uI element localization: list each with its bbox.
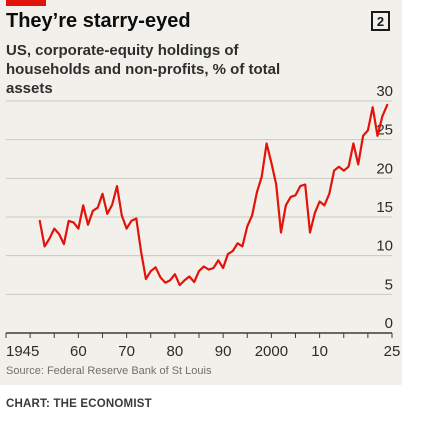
- x-tick-label: 60: [70, 343, 87, 360]
- x-tick-label: 1945: [6, 343, 39, 360]
- x-tick-label: 70: [118, 343, 135, 360]
- series-line: [38, 103, 389, 287]
- y-tick-label: 15: [376, 199, 393, 216]
- chart-number-badge: 2: [371, 11, 390, 31]
- chart-credit: CHART: THE ECONOMIST: [6, 398, 152, 410]
- chart-subtitle: US, corporate-equity holdings of househo…: [6, 42, 281, 97]
- x-tick-label: 2000: [255, 343, 288, 360]
- x-tick-label: 90: [215, 343, 232, 360]
- chart-title: They’re starry-eyed: [6, 10, 191, 32]
- y-tick-label: 20: [376, 160, 393, 177]
- x-tick-label: 25: [384, 343, 401, 360]
- chart-panel: [0, 0, 402, 385]
- brand-red-bar: [6, 0, 46, 6]
- y-tick-label: 0: [385, 315, 393, 332]
- y-tick-label: 10: [376, 238, 393, 255]
- y-tick-label: 30: [376, 83, 393, 100]
- source-note: Source: Federal Reserve Bank of St Louis: [6, 365, 212, 377]
- y-tick-label: 5: [385, 276, 393, 293]
- x-tick-label: 10: [311, 343, 328, 360]
- x-tick-label: 80: [167, 343, 184, 360]
